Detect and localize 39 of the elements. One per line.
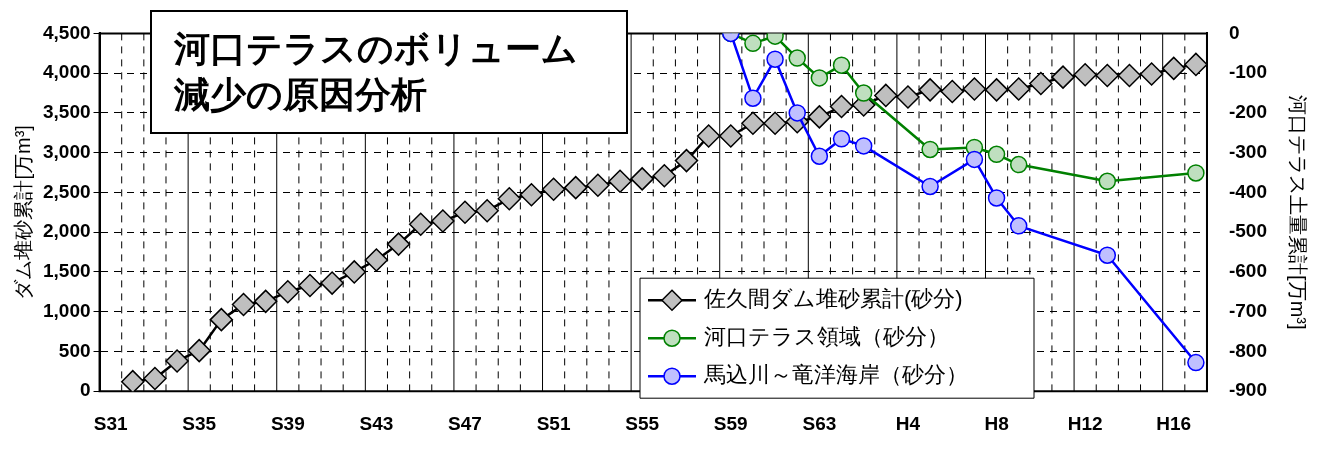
y-tick-label: 3,000: [43, 140, 91, 162]
y2-tick-label: -700: [1228, 299, 1267, 321]
y2-tick-label: -900: [1228, 379, 1267, 401]
y-tick-label: 2,500: [43, 180, 91, 202]
y-tick-label: 3,500: [43, 101, 91, 123]
x-tick-label: S43: [359, 412, 394, 434]
x-tick-label: H16: [1156, 412, 1192, 434]
x-tick-label: S39: [270, 412, 305, 434]
y2-tick-label: -600: [1228, 260, 1267, 282]
x-tick-label: S55: [625, 412, 660, 434]
y2-tick-label: 0: [1228, 21, 1240, 43]
y-tick-label: 0: [79, 379, 91, 401]
y2-tick-label: -300: [1228, 140, 1267, 162]
y2-axis-title: 河口テラス土量累計[万m³]: [1287, 95, 1310, 330]
x-tick-label: S59: [713, 412, 748, 434]
y2-tick-label: -400: [1228, 180, 1267, 202]
y-tick-label: 500: [58, 339, 91, 361]
y2-tick-label: -800: [1228, 339, 1267, 361]
y-tick-label: 1,500: [43, 260, 91, 282]
x-tick-label: H4: [895, 412, 921, 434]
y-tick-label: 2,000: [43, 220, 91, 242]
x-tick-label: S35: [182, 412, 217, 434]
x-tick-label: S51: [536, 412, 571, 434]
y-tick-label: 4,000: [43, 61, 91, 83]
y2-tick-label: -200: [1228, 101, 1267, 123]
y2-tick-label: -500: [1228, 220, 1267, 242]
x-tick-label: S47: [448, 412, 482, 434]
legend-label: 馬込川～竜洋海岸（砂分）: [703, 362, 968, 388]
x-tick-label: H8: [984, 412, 1009, 434]
x-tick-label: H12: [1067, 412, 1103, 434]
x-tick-label: S31: [93, 412, 128, 434]
y-tick-label: 4,500: [43, 21, 91, 43]
x-tick-label: S63: [802, 412, 837, 434]
y-axis-title: ダム堆砂累計[万m³]: [11, 125, 34, 300]
text: 河口テラスのボリューム減少の原因分析: [150, 10, 628, 134]
legend-label: 佐久間ダム堆砂累計(砂分): [704, 286, 963, 312]
y-tick-label: 1,000: [43, 299, 91, 321]
legend-label: 河口テラス領域（砂分）: [704, 324, 949, 350]
y2-tick-label: -100: [1228, 61, 1267, 83]
